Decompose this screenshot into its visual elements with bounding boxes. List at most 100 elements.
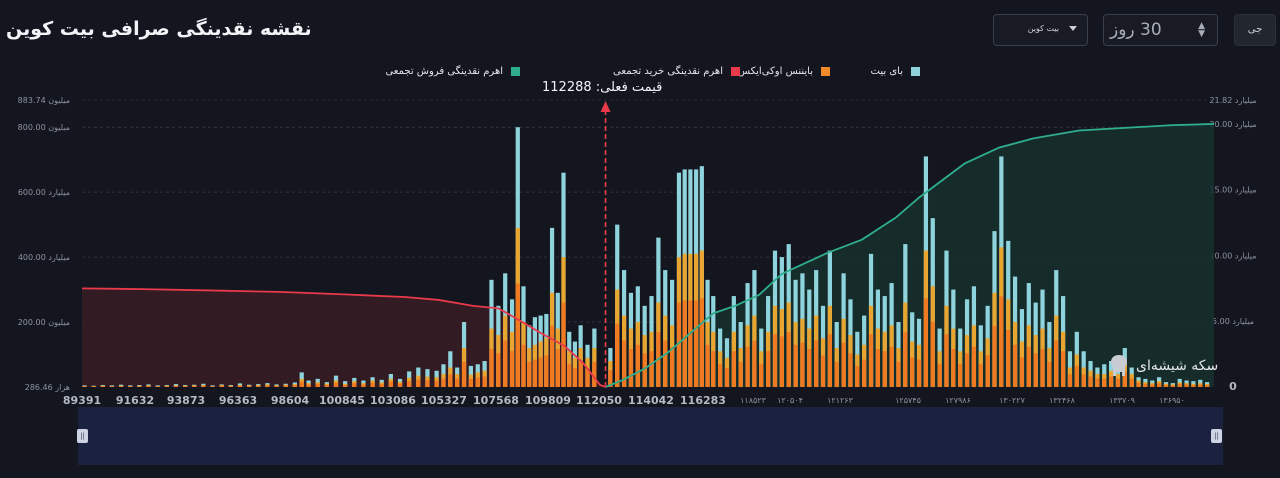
bar-binance-okx-lower [379, 384, 384, 387]
bar-binance-okx-lower [1026, 346, 1031, 387]
x-tick-label-small: ۱۳۶۹۵۰ [1159, 396, 1185, 405]
y-right-tick-label: 5.00 میلیارد [1212, 317, 1254, 326]
bar-binance-okx-lower [137, 386, 142, 387]
x-tick-label: 96363 [219, 394, 257, 407]
stepper-arrows-icon[interactable]: ▲ ▼ [1198, 21, 1205, 39]
days-stepper[interactable]: 30 روز ▲ ▼ [1103, 14, 1218, 46]
bar-binance-okx-lower [509, 351, 515, 387]
bar-binance-okx-lower [930, 321, 935, 387]
legend-item-short-liquidity[interactable]: اهرم نقدینگی فروش تجمعی [385, 66, 520, 77]
bar-binance-okx-lower [283, 385, 288, 387]
y-left-tick-label: 800.00 میلیون [18, 123, 70, 132]
bar-binance-okx-lower [489, 349, 494, 387]
x-tick-label-small: ۱۳۲۴۶۸ [1049, 396, 1075, 405]
bar-binance-okx-lower [862, 359, 867, 387]
x-tick-label-small: ۱۲۷۹۸۶ [945, 396, 971, 405]
current-price-arrow [600, 101, 611, 112]
bar-binance-okx-lower [1040, 349, 1045, 387]
bar-binance-okx-lower [868, 334, 874, 387]
bar-binance-okx-lower [1177, 384, 1182, 387]
bar-binance-okx-lower [1033, 353, 1038, 387]
x-tick-label: 114042 [628, 394, 674, 407]
bar-binance-okx-lower [705, 344, 710, 387]
bar-binance-okx-lower [521, 344, 526, 387]
bar-binance-okx-lower [1115, 378, 1121, 387]
bar-binance-okx-lower [1081, 374, 1086, 387]
bar-binance-okx-lower [592, 361, 597, 387]
bar-binance-okx-lower [91, 386, 96, 387]
bar-binance-okx-lower [1074, 365, 1079, 387]
bar-binance-okx-lower [324, 384, 329, 387]
bar-binance-okx-lower [109, 386, 115, 387]
bar-binance-okx-lower [682, 300, 687, 387]
bar-binance-okx-lower [496, 353, 501, 387]
bar-binance-okx-lower [532, 359, 538, 387]
bar-binance-okx-lower [889, 346, 894, 387]
legend-label: بای بیت [870, 66, 903, 77]
legend-swatch [511, 67, 520, 76]
bar-binance-okx-lower [731, 351, 736, 387]
bar-binance-okx-lower [164, 386, 169, 387]
x-tick-label-small: ۱۲۵۷۴۵ [895, 396, 921, 405]
bar-binance-okx-lower [608, 370, 613, 387]
x-tick-label: 100845 [319, 394, 365, 407]
bar-binance-okx-lower [896, 361, 901, 387]
bar-binance-okx-lower [82, 386, 87, 387]
bar-binance-okx-lower [855, 365, 860, 387]
bar-binance-okx-lower [937, 363, 942, 387]
asset-select[interactable]: بیت کوین [993, 14, 1088, 46]
x-tick-label: 107568 [473, 394, 519, 407]
bar-binance-okx-lower [1191, 384, 1196, 387]
bar-binance-okx-lower [1109, 376, 1114, 387]
bar-binance-okx-lower [475, 377, 480, 387]
chart-legend: بای بیت بایننس اوکی‌ایکس اهرم نقدینگی خر… [330, 66, 940, 84]
bar-binance-okx-lower [1129, 378, 1134, 387]
legend-item-binance-okx[interactable]: بایننس اوکی‌ایکس [738, 66, 830, 77]
bar-binance-okx-lower [992, 325, 997, 387]
range-slider-track[interactable] [78, 407, 1223, 465]
bar-binance-okx-lower [572, 368, 578, 387]
bar-binance-okx-lower [718, 363, 723, 387]
x-tick-label: 116283 [680, 394, 726, 407]
x-tick-label-small: ۱۲۱۲۶۳ [827, 396, 853, 405]
bar-binance-okx-lower [766, 351, 771, 387]
x-tick-label: 93873 [167, 394, 205, 407]
bar-binance-okx-lower [237, 385, 243, 387]
range-slider-left-handle[interactable]: || [77, 429, 88, 443]
bar-binance-okx-lower [100, 386, 105, 387]
x-tick-label: 112050 [576, 394, 622, 407]
bar-binance-okx-lower [628, 349, 634, 387]
bar-binance-okx-lower [985, 355, 990, 387]
bar-binance-okx-lower [299, 381, 304, 387]
bar-binance-okx-lower [759, 363, 764, 387]
bar-binance-okx-lower [699, 298, 704, 387]
watermark-text: سکه شیشه‌ای [1136, 358, 1219, 374]
bar-binance-okx-lower [146, 385, 151, 387]
bar-binance-okx-lower [694, 300, 699, 387]
bar-binance-okx-lower [219, 385, 224, 387]
bar-binance-okx-lower [448, 374, 453, 387]
exchange-button[interactable]: جی [1234, 14, 1276, 46]
y-left-tick-label: 200.00 میلیون [18, 318, 70, 327]
bar-binance-okx-lower [482, 376, 487, 387]
bar-binance-okx-lower [434, 380, 439, 387]
bar-binance-okx-lower [1019, 357, 1025, 387]
legend-item-bybit[interactable]: بای بیت [871, 66, 920, 77]
range-slider-right-handle[interactable]: || [1211, 429, 1222, 443]
bar-binance-okx-lower [1136, 382, 1141, 387]
y-right-tick-label: 15.00 میلیارد [1209, 186, 1256, 195]
bar-binance-okx-lower [315, 383, 320, 387]
bar-binance-okx-lower [621, 340, 627, 387]
legend-item-long-liquidity[interactable]: اهرم نقدینگی خرید تجمعی [613, 66, 740, 77]
bar-binance-okx-lower [128, 386, 133, 387]
days-value: 30 روز [1110, 20, 1162, 40]
bar-binance-okx-lower [964, 353, 970, 387]
bar-binance-okx-lower [649, 351, 654, 387]
y-left-tick-label: 286.46 هزار [25, 383, 70, 392]
bar-binance-okx-lower [772, 334, 778, 387]
exchange-button-label: جی [1247, 24, 1263, 35]
bar-binance-okx-lower [635, 344, 640, 387]
bar-binance-okx-lower [173, 385, 179, 387]
page-title: نقشه نقدینگی صرافی بیت کوین [6, 18, 312, 40]
